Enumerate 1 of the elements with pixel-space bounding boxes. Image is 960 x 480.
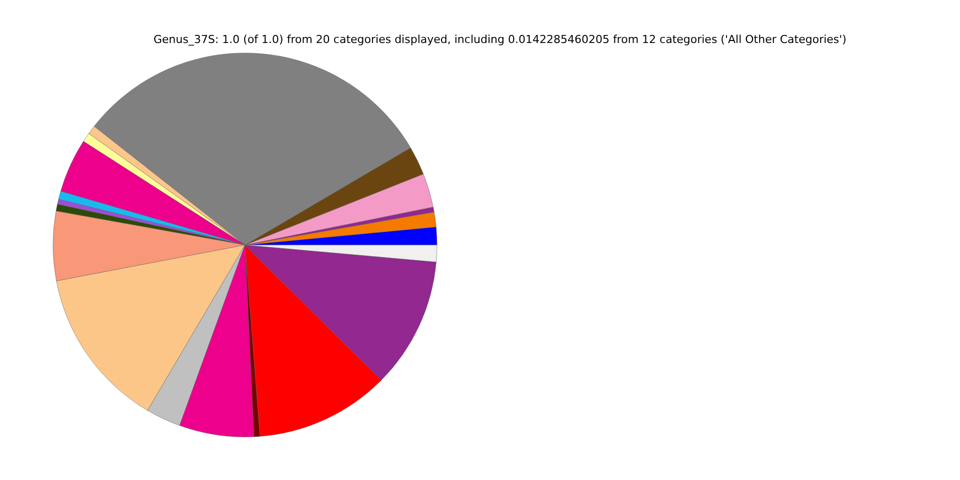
- text: Genus_37S: 1.0 (of 1.0) from 20 categories displayed, including 0.0142285460205 from 12 categories ('All Other Categories'): [152, 33, 848, 46]
